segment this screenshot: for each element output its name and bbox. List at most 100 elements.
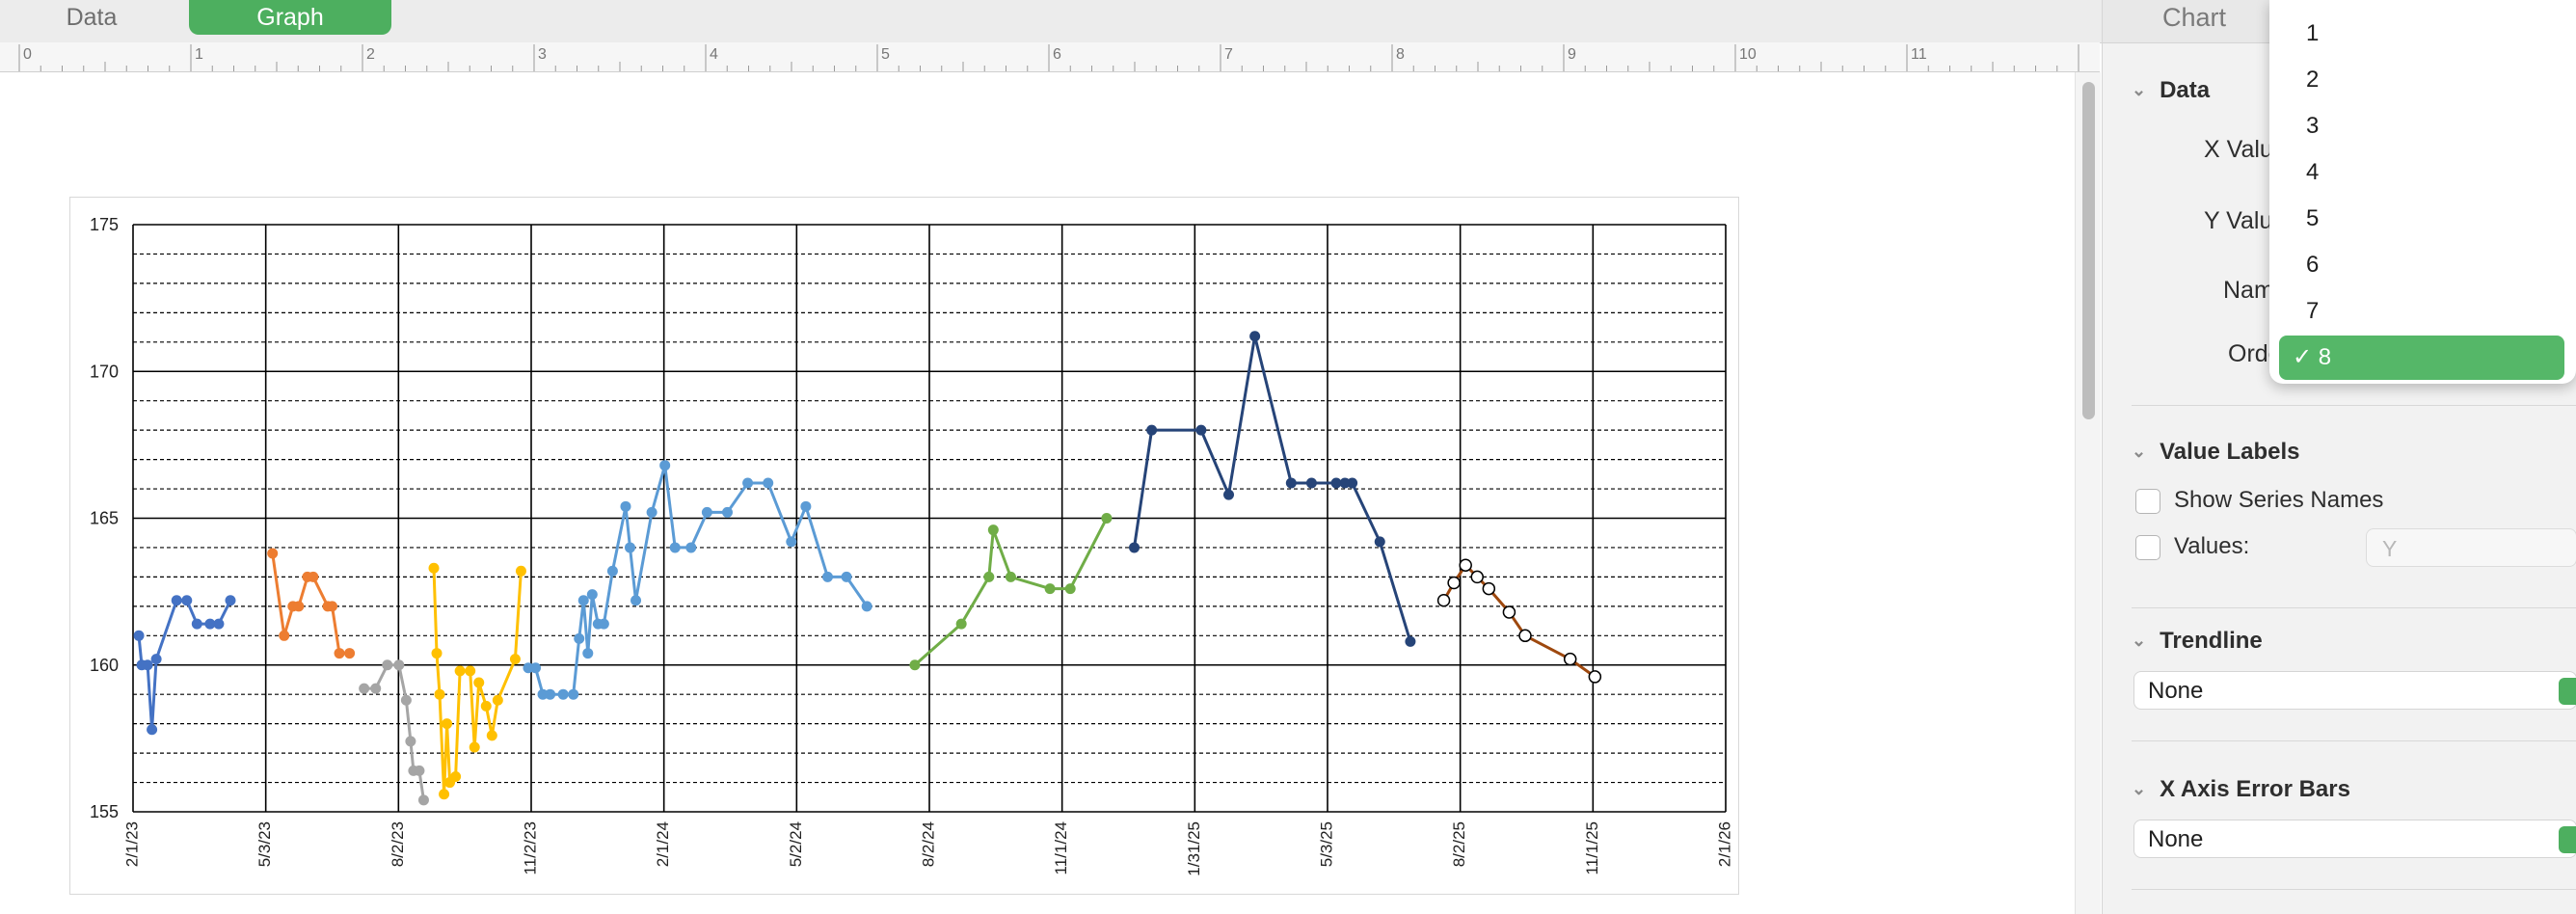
data-point[interactable] <box>821 571 833 582</box>
data-point[interactable] <box>646 506 657 518</box>
data-point[interactable] <box>1129 542 1140 553</box>
data-point[interactable] <box>480 700 492 712</box>
data-point[interactable] <box>1330 477 1342 489</box>
data-point[interactable] <box>631 595 642 606</box>
data-point[interactable] <box>1347 477 1358 489</box>
data-point[interactable] <box>1588 670 1602 684</box>
data-point[interactable] <box>293 601 305 612</box>
data-point[interactable] <box>509 654 521 665</box>
data-point[interactable] <box>582 648 594 659</box>
values-checkbox[interactable] <box>2135 534 2160 560</box>
data-point[interactable] <box>147 724 158 736</box>
data-point[interactable] <box>465 665 476 677</box>
data-point[interactable] <box>442 718 453 730</box>
data-point[interactable] <box>574 632 585 644</box>
data-point[interactable] <box>1563 652 1577 666</box>
data-point[interactable] <box>669 542 681 553</box>
chart-container[interactable]: 2/1/23 5/3/23 8/2/23 11/2/23 2/1/24 5/2/24 8/2… <box>69 197 1739 895</box>
data-point[interactable] <box>685 542 697 553</box>
data-point[interactable] <box>983 571 995 582</box>
data-point[interactable] <box>1146 424 1158 436</box>
data-point[interactable] <box>606 565 618 577</box>
data-point[interactable] <box>428 562 440 574</box>
order-option-6[interactable]: 6 <box>2306 252 2320 278</box>
data-point[interactable] <box>267 548 279 559</box>
data-point[interactable] <box>530 662 542 674</box>
data-section-header[interactable]: ⌄ Data <box>2132 77 2210 104</box>
data-point[interactable] <box>987 524 999 536</box>
data-point[interactable] <box>191 618 202 630</box>
data-point[interactable] <box>515 565 526 577</box>
data-point[interactable] <box>1101 513 1113 524</box>
data-point[interactable] <box>861 601 872 612</box>
tab-graph[interactable]: Graph <box>189 0 391 35</box>
data-point[interactable] <box>557 688 569 700</box>
data-point[interactable] <box>624 542 635 553</box>
data-point[interactable] <box>327 601 337 612</box>
tab-data[interactable]: Data <box>66 4 118 31</box>
order-option-1[interactable]: 1 <box>2306 20 2320 46</box>
data-point[interactable] <box>1195 424 1207 436</box>
data-point[interactable] <box>568 688 579 700</box>
data-point[interactable] <box>1064 583 1076 595</box>
data-point[interactable] <box>473 677 485 688</box>
trendline-select[interactable]: None <box>2133 671 2576 710</box>
data-point[interactable] <box>523 662 534 674</box>
data-point[interactable] <box>598 618 609 630</box>
data-point[interactable] <box>370 683 382 694</box>
data-point[interactable] <box>1482 581 1496 596</box>
select-stepper-icon[interactable] <box>2559 678 2576 705</box>
show-series-names-checkbox[interactable] <box>2135 488 2160 514</box>
data-point[interactable] <box>1518 629 1532 643</box>
data-point[interactable] <box>142 659 153 671</box>
order-option-8[interactable]: ✓ 8 <box>2279 336 2564 380</box>
data-point[interactable] <box>486 730 497 741</box>
data-point[interactable] <box>1502 605 1516 619</box>
data-point[interactable] <box>545 688 556 700</box>
order-option-4[interactable]: 4 <box>2306 159 2320 185</box>
data-point[interactable] <box>213 618 225 630</box>
order-option-3[interactable]: 3 <box>2306 113 2320 139</box>
data-point[interactable] <box>1374 536 1385 548</box>
data-point[interactable] <box>279 630 290 641</box>
data-point[interactable] <box>620 500 631 512</box>
data-point[interactable] <box>1339 477 1351 489</box>
data-point[interactable] <box>133 630 145 641</box>
data-point[interactable] <box>171 595 182 606</box>
data-point[interactable] <box>225 595 236 606</box>
data-point[interactable] <box>492 694 503 706</box>
trendline-section-header[interactable]: ⌄ Trendline <box>2132 628 2263 655</box>
data-point[interactable] <box>431 648 443 659</box>
data-point[interactable] <box>786 536 797 548</box>
data-point[interactable] <box>841 571 852 582</box>
data-point[interactable] <box>577 595 589 606</box>
data-point[interactable] <box>701 506 712 518</box>
data-point[interactable] <box>150 654 162 665</box>
data-point[interactable] <box>955 618 967 630</box>
data-point[interactable] <box>1249 331 1261 342</box>
values-row[interactable]: Values: <box>2135 533 2249 560</box>
data-point[interactable] <box>450 770 462 782</box>
data-point[interactable] <box>405 736 416 747</box>
data-point[interactable] <box>742 477 754 489</box>
order-option-7[interactable]: 7 <box>2306 298 2320 324</box>
data-point[interactable] <box>1447 576 1461 590</box>
order-dropdown-menu[interactable]: 1 2 3 4 5 6 7 ✓ 8 <box>2269 0 2576 384</box>
data-point[interactable] <box>400 694 412 706</box>
data-point[interactable] <box>1470 570 1485 584</box>
data-point[interactable] <box>1005 571 1016 582</box>
show-series-names-row[interactable]: Show Series Names <box>2135 487 2383 514</box>
scrollbar-thumb[interactable] <box>2082 82 2095 419</box>
data-point[interactable] <box>1405 635 1416 647</box>
data-point[interactable] <box>469 741 480 753</box>
x-error-bars-select[interactable]: None <box>2133 820 2576 858</box>
sidebar-title[interactable]: Chart <box>2162 3 2227 32</box>
data-point[interactable] <box>1223 489 1235 500</box>
order-option-5[interactable]: 5 <box>2306 205 2320 231</box>
values-select[interactable]: Y <box>2366 528 2576 567</box>
data-point[interactable] <box>204 618 216 630</box>
order-option-2[interactable]: 2 <box>2306 67 2320 93</box>
data-point[interactable] <box>454 665 466 677</box>
select-stepper-icon[interactable] <box>2559 826 2576 853</box>
data-point[interactable] <box>1285 477 1297 489</box>
